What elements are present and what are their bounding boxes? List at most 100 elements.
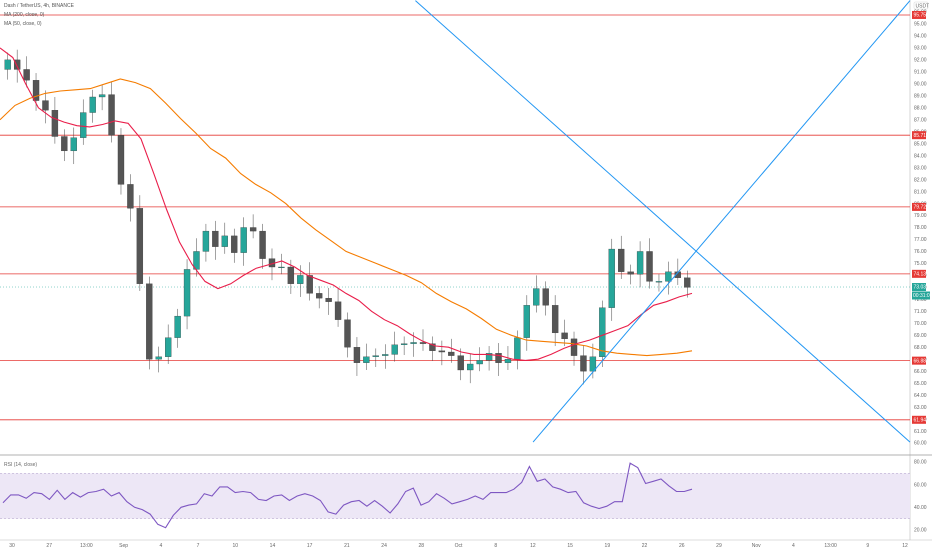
price-tick-label: 68.00 xyxy=(914,345,927,351)
time-tick-label: 26 xyxy=(679,543,685,549)
candle-body xyxy=(382,354,389,356)
price-level-tag xyxy=(912,10,926,19)
candle-body xyxy=(570,338,578,356)
rsi-band xyxy=(0,473,910,519)
candle-body xyxy=(608,248,615,308)
ma2-header: MA (50, close, 0) xyxy=(4,21,42,27)
price-tick-label: 93.00 xyxy=(914,46,927,52)
rsi-tick-label: 40.00 xyxy=(914,505,927,511)
price-level-label: 95.75 xyxy=(914,13,927,19)
ma-header: MA (200, close, 0) xyxy=(4,12,45,18)
candle-body xyxy=(655,281,663,283)
countdown-tag xyxy=(912,291,930,300)
time-tick-label: 29 xyxy=(716,543,722,549)
time-tick-label: 30 xyxy=(9,543,15,549)
candle-body xyxy=(467,363,474,371)
time-tick-label: Oct xyxy=(455,543,463,549)
time-tick-label: 24 xyxy=(381,543,387,549)
time-tick-label: 8 xyxy=(494,543,497,549)
candle-body xyxy=(98,94,106,98)
candle-body xyxy=(165,337,172,357)
price-tick-label: 69.00 xyxy=(914,333,927,339)
rsi-line xyxy=(2,462,693,529)
time-tick-label: 27 xyxy=(46,543,52,549)
price-tick-label: 81.00 xyxy=(914,189,927,195)
price-tick-label: 72.00 xyxy=(914,297,927,303)
candle-body xyxy=(89,96,96,113)
candle-body xyxy=(155,356,162,360)
candle-body xyxy=(127,184,134,209)
price-level-tag xyxy=(912,356,926,365)
price-tick-label: 78.00 xyxy=(914,225,927,231)
time-tick-label: 15 xyxy=(567,543,573,549)
candle-body xyxy=(438,350,446,353)
price-tick-label: 88.00 xyxy=(914,105,927,111)
time-tick-label: 7 xyxy=(197,543,200,549)
ma-fast-line xyxy=(0,47,693,361)
time-tick-label: 12 xyxy=(902,543,908,549)
price-tick-label: 76.00 xyxy=(914,249,927,255)
candle-body xyxy=(278,266,285,268)
countdown-label: 00:31:07 xyxy=(913,293,932,299)
candle-body xyxy=(410,342,417,344)
price-tick-label: 83.00 xyxy=(914,165,927,171)
price-tick-label: 82.00 xyxy=(914,177,927,183)
candle-body xyxy=(42,100,49,111)
price-level-label: 61.94 xyxy=(914,417,927,423)
candle-body xyxy=(495,353,502,363)
price-tick-label: 60.00 xyxy=(914,441,927,447)
candle-body xyxy=(599,307,606,357)
time-tick-label: 14 xyxy=(270,543,276,549)
price-tick-label: 63.00 xyxy=(914,405,927,411)
time-tick-label: 4 xyxy=(159,543,162,549)
candle-body xyxy=(146,283,153,360)
price-level-label: 74.13 xyxy=(914,272,927,278)
candle-body xyxy=(485,353,493,361)
candle-body xyxy=(344,319,351,348)
time-tick-label: 4 xyxy=(792,543,795,549)
current-price-tag xyxy=(912,283,926,292)
candle-body xyxy=(23,69,30,81)
candle-body xyxy=(551,305,559,334)
rsi-tick-label: 80.00 xyxy=(914,460,927,466)
time-tick-label: 10 xyxy=(232,543,238,549)
price-tick-label: 61.00 xyxy=(914,429,927,435)
candle-body xyxy=(476,360,483,365)
candle-body xyxy=(212,230,219,247)
candle-body xyxy=(80,112,87,138)
candle-body xyxy=(51,110,59,137)
candle-body xyxy=(334,301,342,320)
candle-body xyxy=(221,235,228,247)
candle-body xyxy=(136,208,144,284)
candle-body xyxy=(13,59,21,70)
rsi-tick-label: 20.00 xyxy=(914,528,927,534)
candle-body xyxy=(627,271,634,275)
candle-body xyxy=(457,355,464,371)
price-level-label: 79.72 xyxy=(914,205,927,211)
time-tick-label: 13:00 xyxy=(824,543,837,549)
candle-body xyxy=(419,342,427,344)
candle-body xyxy=(287,266,295,284)
candle-body xyxy=(636,251,644,275)
price-tick-label: 75.00 xyxy=(914,261,927,267)
time-tick-label: 22 xyxy=(642,543,648,549)
candle-body xyxy=(70,137,77,152)
price-tick-label: 92.00 xyxy=(914,58,927,64)
candle-body xyxy=(533,288,540,306)
candle-body xyxy=(665,271,672,282)
trendline-ascending xyxy=(532,0,911,443)
price-level-tag xyxy=(912,415,926,424)
candle-body xyxy=(297,275,304,284)
price-tick-label: 94.00 xyxy=(914,34,927,40)
candle-body xyxy=(325,297,332,302)
price-tick-label: 64.00 xyxy=(914,393,927,399)
price-tick-label: 85.00 xyxy=(914,141,927,147)
candle-body xyxy=(372,355,379,357)
currency-badge xyxy=(913,1,929,10)
time-tick-label: 12 xyxy=(530,543,536,549)
price-level-tag xyxy=(912,269,926,278)
price-level-tag xyxy=(912,202,926,211)
candle-body xyxy=(542,288,549,306)
candle-body xyxy=(561,332,568,340)
